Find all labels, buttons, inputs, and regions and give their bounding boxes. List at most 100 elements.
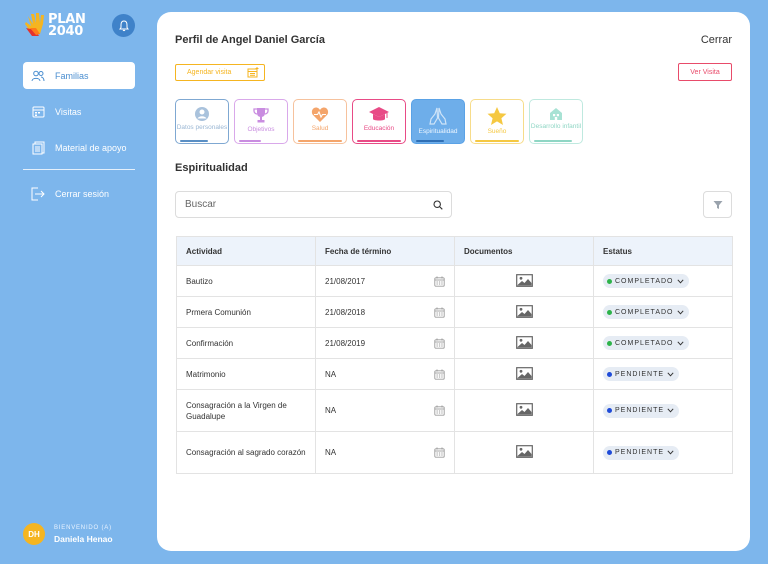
- activity-name: Bautizo: [186, 276, 213, 286]
- table-row: Consagración a la Virgen de Guadalupe NA P…: [176, 389, 733, 432]
- tab-label: Datos personales: [176, 124, 228, 131]
- activity-cell: Bautizo: [176, 265, 316, 297]
- image-icon[interactable]: [515, 335, 533, 349]
- status-label: COMPLETADO: [615, 339, 674, 347]
- status-dot: [607, 371, 612, 377]
- calendar-icon[interactable]: [434, 369, 445, 380]
- chevron-down-icon: [676, 340, 684, 346]
- end-date: NA: [325, 406, 337, 415]
- heart-icon: [311, 107, 329, 122]
- sidebar-item-logout[interactable]: Cerrar sesión: [23, 180, 135, 207]
- calendar-icon[interactable]: [434, 405, 445, 416]
- close-button[interactable]: Cerrar: [700, 34, 732, 46]
- logout-icon: [31, 187, 45, 201]
- brand-name: PLAN 2040: [48, 12, 86, 38]
- schedule-visit-button[interactable]: Agendar visita: [175, 64, 265, 81]
- status-badge[interactable]: PENDIENTE: [603, 445, 680, 460]
- sidebar-item-label: Visitas: [55, 106, 82, 117]
- user-profile: DH BIENVENIDO (A) Daniela Henao: [23, 523, 113, 545]
- chevron-down-icon: [667, 408, 674, 413]
- status-label: PENDIENTE: [615, 449, 665, 456]
- calendar-icon[interactable]: [434, 276, 445, 287]
- avatar: DH: [23, 523, 45, 545]
- tab-label: Desarrollo infantil: [530, 123, 582, 130]
- table-row: Prmera Comunión 21/08/2018 COMPLETADO: [176, 296, 733, 328]
- date-cell: 21/08/2019: [315, 327, 455, 359]
- search-input[interactable]: Buscar: [175, 191, 452, 218]
- activity-name: Matrimonio: [186, 369, 226, 379]
- filter-button[interactable]: [703, 191, 732, 218]
- main-panel: Perfil de Angel Daniel García Cerrar Age…: [157, 12, 750, 551]
- hand-logo-icon: [25, 13, 44, 36]
- filter-icon: [713, 200, 722, 209]
- sidebar-item-visitas[interactable]: Visitas: [23, 98, 135, 125]
- notifications-button[interactable]: [112, 14, 135, 37]
- activity-cell: Confirmación: [176, 327, 316, 359]
- bell-icon: [118, 19, 129, 31]
- sidebar-item-material[interactable]: Material de apoyo: [23, 134, 135, 161]
- calendar-icon[interactable]: [434, 447, 445, 458]
- image-icon[interactable]: [515, 273, 533, 287]
- tab-progress-bar: [180, 140, 208, 142]
- image-icon[interactable]: [515, 366, 533, 380]
- star-icon: [487, 107, 507, 125]
- table-row: Matrimonio NA PENDIENTE: [176, 358, 733, 390]
- view-visit-button[interactable]: Ver Visita: [678, 63, 732, 81]
- status-badge[interactable]: PENDIENTE: [603, 403, 680, 418]
- calendar-add-icon: [247, 67, 259, 78]
- chevron-down-icon: [667, 450, 674, 455]
- tab-objetivos[interactable]: Objetivos: [234, 99, 288, 144]
- tab-progress-bar: [357, 140, 401, 142]
- status-badge[interactable]: PENDIENTE: [603, 367, 680, 381]
- tab-sueno[interactable]: Sueño: [470, 99, 524, 144]
- tab-desarrollo-infantil[interactable]: Desarrollo infantil: [529, 99, 583, 144]
- calendar-icon[interactable]: [434, 338, 445, 349]
- activities-table: Actividad Fecha de término Documentos Es…: [176, 236, 733, 474]
- tab-espiritualidad[interactable]: Espiritualidad: [411, 99, 465, 144]
- plan-logo: [22, 12, 102, 42]
- brand-line-1: PLAN: [48, 12, 86, 27]
- sidebar-divider: [23, 169, 135, 170]
- search-icon: [433, 199, 443, 210]
- chevron-down-icon: [676, 278, 684, 284]
- activity-cell: Prmera Comunión: [176, 296, 316, 328]
- tab-salud[interactable]: Salud: [293, 99, 347, 144]
- sidebar-item-familias[interactable]: Familias: [23, 62, 135, 89]
- status-badge[interactable]: COMPLETADO: [603, 305, 689, 319]
- document-cell: [454, 296, 594, 328]
- tab-progress-bar: [298, 140, 342, 142]
- column-header-actividad[interactable]: Actividad: [176, 236, 316, 266]
- status-dot: [607, 408, 612, 413]
- praying-hands-icon: [429, 107, 447, 125]
- status-badge[interactable]: COMPLETADO: [603, 274, 689, 288]
- image-icon[interactable]: [515, 445, 533, 458]
- image-icon[interactable]: [515, 403, 533, 416]
- activity-name: Confirmación: [186, 338, 234, 348]
- column-header-estatus[interactable]: Estatus: [593, 236, 733, 266]
- user-name: Daniela Henao: [54, 533, 113, 544]
- date-cell: 21/08/2017: [315, 265, 455, 297]
- chevron-down-icon: [676, 309, 684, 315]
- end-date: 21/08/2018: [325, 307, 366, 317]
- column-header-documentos[interactable]: Documentos: [454, 236, 594, 266]
- tab-educacion[interactable]: Educación: [352, 99, 406, 144]
- document-cell: [454, 389, 594, 432]
- people-icon: [31, 69, 45, 83]
- status-dot: [607, 340, 612, 346]
- tab-progress-bar: [416, 140, 444, 142]
- image-icon[interactable]: [515, 304, 533, 318]
- table-row: Bautizo 21/08/2017 COMPLETADO: [176, 265, 733, 297]
- tab-label: Espiritualidad: [418, 128, 458, 135]
- calendar-icon[interactable]: [434, 307, 445, 318]
- tab-progress-bar: [475, 140, 519, 142]
- status-cell: PENDIENTE: [593, 358, 733, 390]
- status-cell: COMPLETADO: [593, 327, 733, 359]
- date-cell: NA: [315, 358, 455, 390]
- status-label: PENDIENTE: [615, 407, 665, 414]
- date-cell: NA: [315, 389, 455, 432]
- status-badge[interactable]: COMPLETADO: [603, 336, 689, 350]
- status-label: PENDIENTE: [615, 370, 665, 378]
- tab-datos-personales[interactable]: Datos personales: [175, 99, 229, 144]
- tab-label: Educación: [363, 125, 395, 132]
- column-header-fecha[interactable]: Fecha de término: [315, 236, 455, 266]
